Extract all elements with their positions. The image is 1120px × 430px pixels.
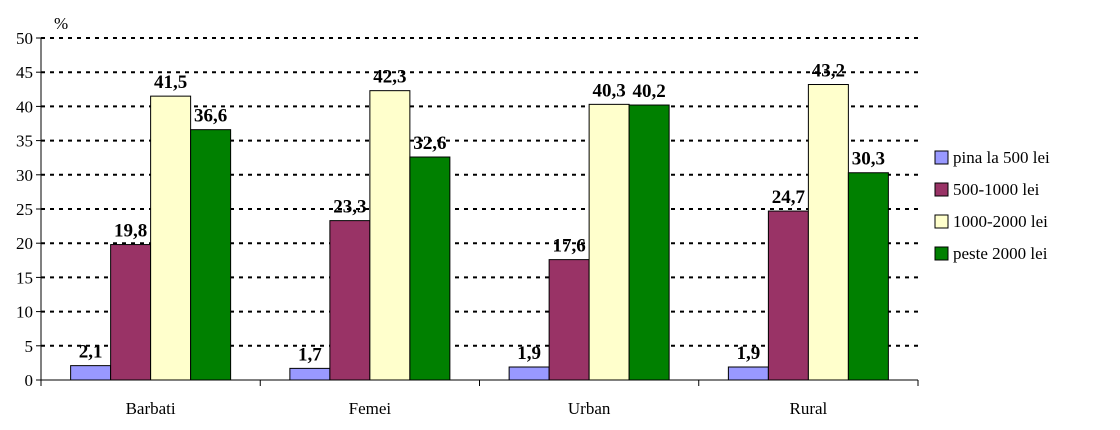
bar-data-label: 23,3	[333, 197, 366, 218]
y-tick-label: 25	[16, 200, 33, 219]
data-labels: 2,1 19,8 41,5 36,6 1,7 23,3 42,3 32,6 1,9 17,6 40,…	[79, 61, 885, 366]
legend-entry-label: 500-1000 lei	[953, 180, 1040, 199]
bar-data-label: 2,1	[79, 342, 103, 363]
bar	[369, 90, 411, 381]
bar-data-label: 30,3	[852, 149, 885, 170]
bar	[727, 366, 769, 381]
legend-entry-label: pina la 500 lei	[953, 148, 1050, 167]
bar-data-label: 1,9	[517, 343, 541, 364]
bar	[329, 220, 371, 381]
y-tick-label: 15	[16, 268, 33, 287]
bar	[150, 95, 192, 381]
bar-data-label: 41,5	[154, 72, 187, 93]
y-tick-label: 35	[16, 132, 33, 151]
bar	[110, 244, 152, 381]
legend-swatch	[934, 150, 949, 165]
bar-data-label: 42,3	[373, 67, 406, 88]
bar	[767, 210, 809, 381]
bar	[289, 367, 331, 381]
x-category-label: Urban	[568, 399, 611, 418]
bar-data-label: 32,6	[413, 133, 446, 154]
bar	[628, 104, 670, 381]
legend-entry-label: peste 2000 lei	[953, 244, 1048, 263]
bar-data-label: 1,9	[737, 343, 761, 364]
y-tick-label: 45	[16, 63, 33, 82]
bar-data-label: 36,6	[194, 106, 227, 127]
bar-data-label: 43,2	[812, 61, 845, 82]
legend-entry-label: 1000-2000 lei	[953, 212, 1048, 231]
y-tick-label: 30	[16, 166, 33, 185]
bar-data-label: 40,3	[593, 80, 626, 101]
x-category-label: Barbati	[126, 399, 176, 418]
bar-data-label: 24,7	[772, 187, 806, 208]
y-tick-label: 0	[25, 371, 34, 390]
bar	[409, 156, 451, 381]
x-category-label: Rural	[789, 399, 827, 418]
bar	[70, 365, 112, 381]
legend-swatch	[934, 182, 949, 197]
legend-swatch	[934, 214, 949, 229]
bar	[847, 172, 889, 381]
bar-data-label: 40,2	[633, 81, 666, 102]
y-tick-label: 40	[16, 97, 33, 116]
bars	[70, 84, 889, 381]
bar-data-label: 19,8	[114, 221, 147, 242]
bar	[548, 259, 590, 381]
y-tick-label: 20	[16, 234, 33, 253]
bar	[807, 84, 849, 381]
bar	[190, 129, 232, 381]
bar-data-label: 1,7	[298, 344, 322, 365]
y-axis-unit-label: %	[54, 14, 68, 33]
bar	[588, 103, 630, 381]
legend-swatch	[934, 246, 949, 261]
legend: pina la 500 lei 500-1000 lei 1000-2000 lei…	[934, 148, 1050, 263]
bar	[508, 366, 550, 381]
x-category-label: Femei	[349, 399, 392, 418]
bar-data-label: 17,6	[553, 236, 586, 257]
y-tick-label: 5	[25, 337, 34, 356]
axes: 0 5 10 15 20 25 30 35 40 45 50 Barbati Femei Urban Rur…	[16, 29, 919, 418]
y-tick-label: 10	[16, 303, 33, 322]
y-tick-label: 50	[16, 29, 33, 48]
